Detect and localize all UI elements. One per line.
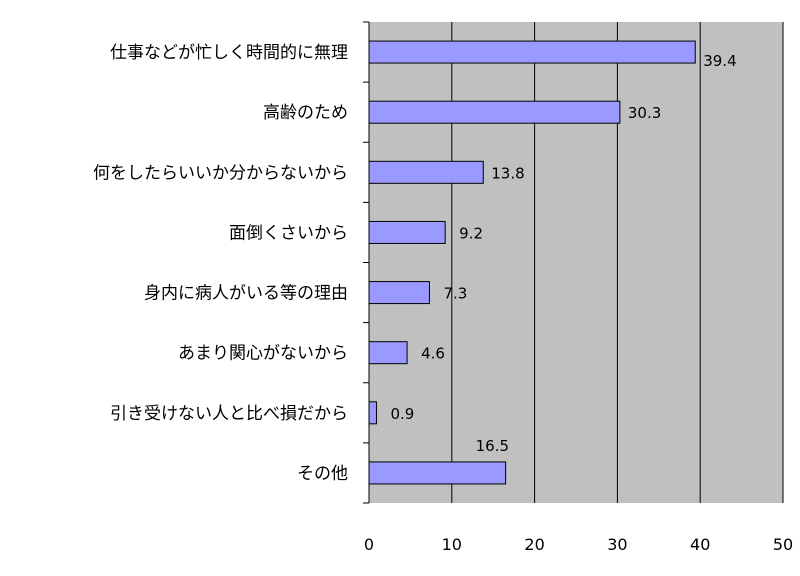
bar — [368, 40, 696, 64]
data-label: 30.3 — [628, 104, 661, 122]
category-label: 仕事などが忙しく時間的に無理 — [110, 43, 348, 63]
data-label: 7.3 — [443, 285, 467, 303]
bars — [368, 40, 696, 485]
bar — [368, 281, 430, 305]
x-tick-label: 30 — [607, 535, 627, 554]
bar — [368, 401, 377, 425]
x-tick-label: 20 — [524, 535, 544, 554]
category-label: 面倒くさいから — [229, 223, 348, 243]
data-label: 13.8 — [491, 164, 524, 182]
data-label: 4.6 — [421, 345, 445, 363]
x-tick-label: 50 — [773, 535, 793, 554]
data-label: 39.4 — [703, 52, 736, 70]
bar — [368, 160, 484, 184]
x-tick-labels: 0 10 20 30 40 50 — [364, 535, 793, 554]
category-label: 高齢のため — [263, 103, 348, 123]
bar — [368, 341, 408, 365]
bar — [368, 461, 507, 485]
category-label: 引き受けない人と比べ損だから — [110, 404, 348, 424]
bar — [368, 220, 446, 244]
data-label: 0.9 — [390, 405, 414, 423]
x-tick-label: 10 — [442, 535, 462, 554]
category-labels: 仕事などが忙しく時間的に無理高齢のため何をしたらいいか分からないから面倒くさいか… — [93, 43, 348, 484]
bar — [368, 100, 621, 124]
value-labels: 39.4 30.3 13.8 9.2 7.3 4.6 0.9 16.5 — [390, 52, 736, 455]
category-label: 何をしたらいいか分からないから — [93, 163, 348, 183]
plot-area — [369, 22, 783, 503]
category-label: その他 — [297, 464, 348, 484]
y-axis — [363, 21, 370, 504]
x-tick-label: 0 — [364, 535, 374, 554]
x-tick-label: 40 — [690, 535, 710, 554]
category-label: 身内に病人がいる等の理由 — [144, 284, 348, 304]
data-label: 9.2 — [459, 224, 483, 242]
data-label: 16.5 — [476, 437, 509, 455]
category-label: あまり関心がないから — [178, 344, 348, 364]
